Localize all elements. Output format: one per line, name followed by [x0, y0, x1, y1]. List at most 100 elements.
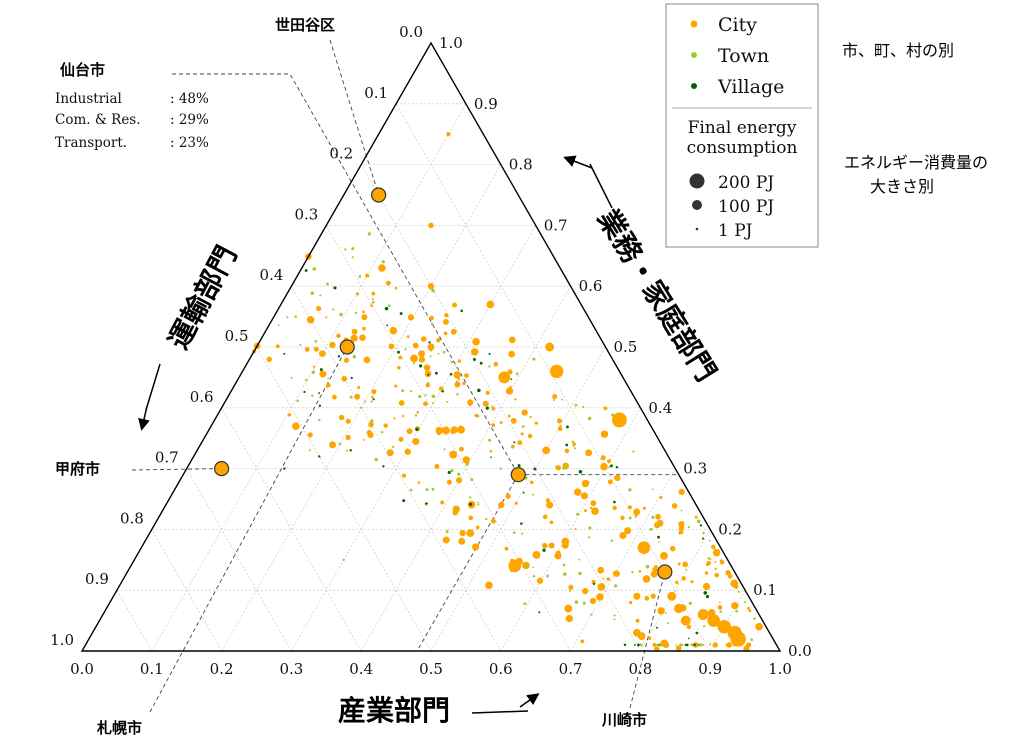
- scatter-point-town: [488, 365, 491, 368]
- scatter-point-city: [600, 430, 609, 438]
- bottom-axis-title: 産業部門: [338, 694, 450, 727]
- scatter-point-town: [532, 566, 534, 569]
- scatter-point-town: [470, 478, 474, 482]
- scatter-point-town: [332, 308, 335, 311]
- scatter-point-city: [659, 495, 663, 499]
- scatter-point-city: [443, 331, 448, 336]
- scatter-point-city: [442, 426, 450, 435]
- scatter-point-town: [572, 444, 575, 447]
- scatter-point-village: [449, 372, 453, 376]
- legend: City Town Village Final energy consumpti…: [665, 3, 819, 248]
- scatter-point-city: [446, 131, 451, 137]
- scatter-point-village: [485, 406, 489, 410]
- scatter-point-city: [338, 414, 345, 421]
- scatter-point-village: [701, 537, 705, 540]
- scatter-point-city: [386, 449, 394, 457]
- scatter-point-city: [459, 529, 466, 537]
- scatter-point-village: [402, 499, 406, 503]
- scatter-point-city: [458, 537, 466, 545]
- scatter-point-city: [559, 424, 562, 428]
- scatter-point-city: [574, 527, 577, 530]
- scatter-point-city: [412, 342, 419, 349]
- scatter-point-city: [565, 614, 574, 623]
- scatter-point-city: [307, 432, 313, 438]
- scatter-point-town: [645, 564, 650, 569]
- scatter-point-city: [589, 597, 597, 605]
- scatter-point-village: [703, 591, 708, 595]
- highlighted-city-point: [657, 564, 673, 580]
- scatter-point-town: [582, 406, 585, 409]
- scatter-point-city: [410, 390, 413, 393]
- scatter-point-city: [627, 505, 632, 510]
- scatter-point-town: [456, 393, 459, 396]
- leader-line: [329, 39, 380, 196]
- scatter-point-town: [443, 448, 446, 451]
- scatter-point-village: [283, 467, 286, 470]
- legend-size-title-2: consumption: [687, 138, 798, 158]
- scatter-point-city: [633, 592, 641, 600]
- scatter-point-village: [615, 465, 619, 469]
- legend-100pj-marker: [692, 200, 702, 210]
- scatter-point-city: [398, 436, 404, 442]
- scatter-point-city: [457, 378, 461, 381]
- scatter-point-city: [446, 400, 449, 403]
- scatter-point-city: [686, 624, 692, 630]
- scatter-point-city: [325, 385, 329, 388]
- scatter-point-town: [327, 377, 329, 379]
- scatter-point-town: [296, 399, 299, 403]
- scatter-point-town: [582, 601, 586, 605]
- scatter-point-town: [319, 294, 322, 297]
- scatter-point-city: [730, 579, 739, 588]
- scatter-point-town: [743, 601, 746, 604]
- scatter-point-town: [750, 638, 754, 642]
- scatter-point-city: [568, 584, 574, 590]
- scatter-point-town: [409, 488, 413, 492]
- scatter-point-city: [678, 521, 685, 528]
- right-axis-arrow-icon: [563, 155, 593, 169]
- scatter-point-village: [384, 306, 389, 311]
- scatter-point-village: [542, 548, 546, 552]
- scatter-point-city: [748, 609, 752, 613]
- scatter-point-city: [427, 343, 435, 351]
- scatter-point-city: [694, 642, 699, 647]
- scatter-point-village: [705, 594, 710, 599]
- scatter-point-city: [583, 509, 587, 513]
- scatter-point-city: [436, 337, 441, 343]
- scatter-point-village: [533, 467, 537, 471]
- scatter-point-village: [337, 355, 341, 358]
- scatter-point-city: [423, 401, 428, 407]
- scatter-point-town: [358, 275, 362, 278]
- scatter-point-city: [717, 619, 731, 634]
- scatter-point-city: [367, 431, 374, 439]
- tick-label-bottom: 0.7: [559, 660, 583, 678]
- left-axis-arrow-line: [145, 363, 161, 411]
- city-label-sapporo: 札幌市: [96, 719, 142, 737]
- tick-label-bottom: 0.0: [70, 660, 94, 678]
- scatter-point-city: [477, 503, 480, 506]
- scatter-point-town: [371, 300, 375, 304]
- tick-label-left: 0.1: [364, 84, 388, 102]
- scatter-point-city: [638, 570, 642, 573]
- scatter-point-city: [613, 570, 620, 578]
- scatter-point-town: [387, 304, 391, 308]
- scatter-point-city: [510, 417, 517, 424]
- scatter-point-city: [675, 645, 682, 651]
- scatter-point-town: [374, 457, 378, 462]
- scatter-point-city: [674, 603, 684, 614]
- scatter-point-city: [589, 506, 593, 510]
- legend-size-note-1: エネルギー消費量の: [844, 153, 988, 172]
- scatter-point-city: [529, 415, 532, 419]
- scatter-point-city: [726, 642, 732, 648]
- legend-1pj-marker: [695, 227, 699, 231]
- scatter-point-city: [514, 398, 517, 401]
- legend-city-label: City: [718, 14, 757, 36]
- scatter-point-city: [552, 394, 558, 400]
- scatter-point-town: [450, 468, 454, 473]
- scatter-point-city: [434, 463, 440, 469]
- scatter-point-village: [382, 465, 385, 468]
- scatter-point-city: [585, 449, 593, 457]
- grid-line-transport: [116, 590, 153, 652]
- scatter-point-village: [304, 269, 308, 272]
- scatter-point-town: [610, 539, 614, 542]
- scatter-point-town: [455, 380, 458, 383]
